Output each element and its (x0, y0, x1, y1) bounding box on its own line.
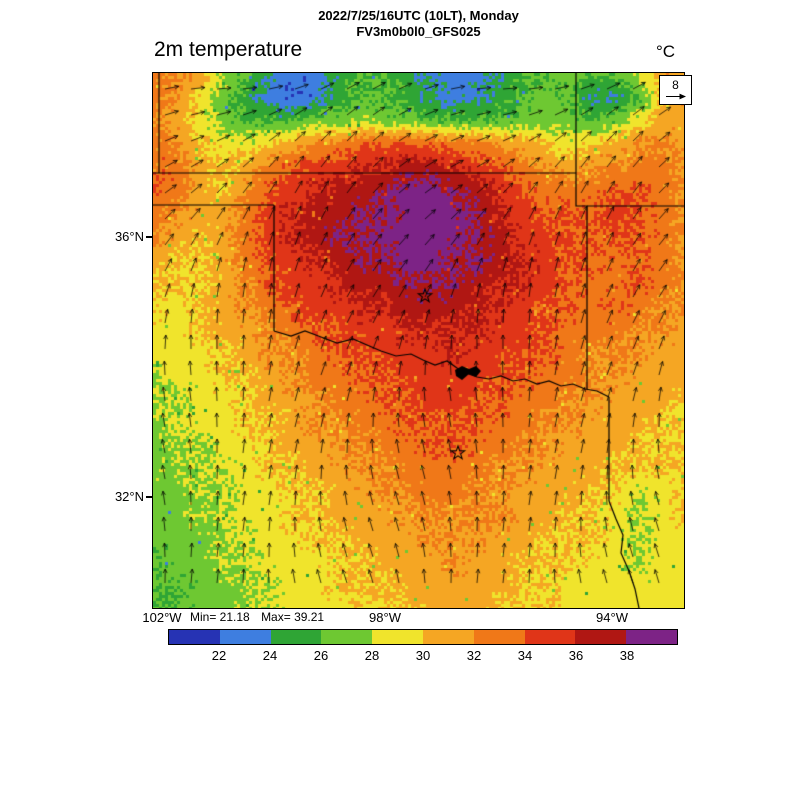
colorbar-tick-label: 34 (517, 648, 533, 663)
min-stat: Min= 21.18 (190, 610, 250, 624)
colorbar-segment (575, 630, 627, 644)
plot-title: 2m temperature (154, 38, 303, 61)
y-tick-36n (146, 236, 152, 238)
x-tick-label-98w: 98°W (369, 610, 401, 625)
map-frame (152, 72, 685, 609)
colorbar-tick-label: 32 (466, 648, 482, 663)
colorbar-segment (372, 630, 423, 644)
minmax-stats: Min= 21.18 Max= 39.21 (190, 610, 324, 624)
colorbar-segment (321, 630, 373, 644)
colorbar-segment (626, 630, 677, 644)
colorbar-segment (524, 630, 576, 644)
colorbar (168, 629, 678, 645)
max-stat: Max= 39.21 (261, 610, 325, 624)
colorbar-segment (219, 630, 271, 644)
y-tick-label-36n: 36°N (114, 229, 144, 244)
colorbar-tick-label: 28 (364, 648, 380, 663)
colorbar-tick-label: 26 (313, 648, 329, 663)
wind-reference-box: 8 (659, 75, 692, 105)
units-label: °C (656, 42, 676, 61)
wind-reference-value: 8 (672, 77, 679, 92)
y-tick-label-32n: 32°N (114, 489, 144, 504)
colorbar-tick-label: 24 (262, 648, 278, 663)
colorbar-segment (270, 630, 322, 644)
colorbar-tick-label: 36 (568, 648, 584, 663)
x-tick-label-102w: 102°W (142, 610, 182, 625)
colorbar-segment (169, 630, 220, 644)
colorbar-segment (422, 630, 474, 644)
datetime-title: 2022/7/25/16UTC (10LT), Monday (318, 8, 519, 23)
colorbar-tick-label: 30 (415, 648, 431, 663)
colorbar-tick-label: 22 (211, 648, 227, 663)
colorbar-tick-label: 38 (619, 648, 635, 663)
y-tick-32n (146, 496, 152, 498)
map-canvas (153, 73, 684, 608)
x-tick-label-94w: 94°W (596, 610, 628, 625)
colorbar-ticks: 22 24 26 28 30 32 34 36 38 (168, 648, 678, 664)
colorbar-segment (473, 630, 525, 644)
wind-arrow-icon (665, 93, 686, 100)
model-title: FV3m0b0l0_GFS025 (356, 24, 481, 39)
